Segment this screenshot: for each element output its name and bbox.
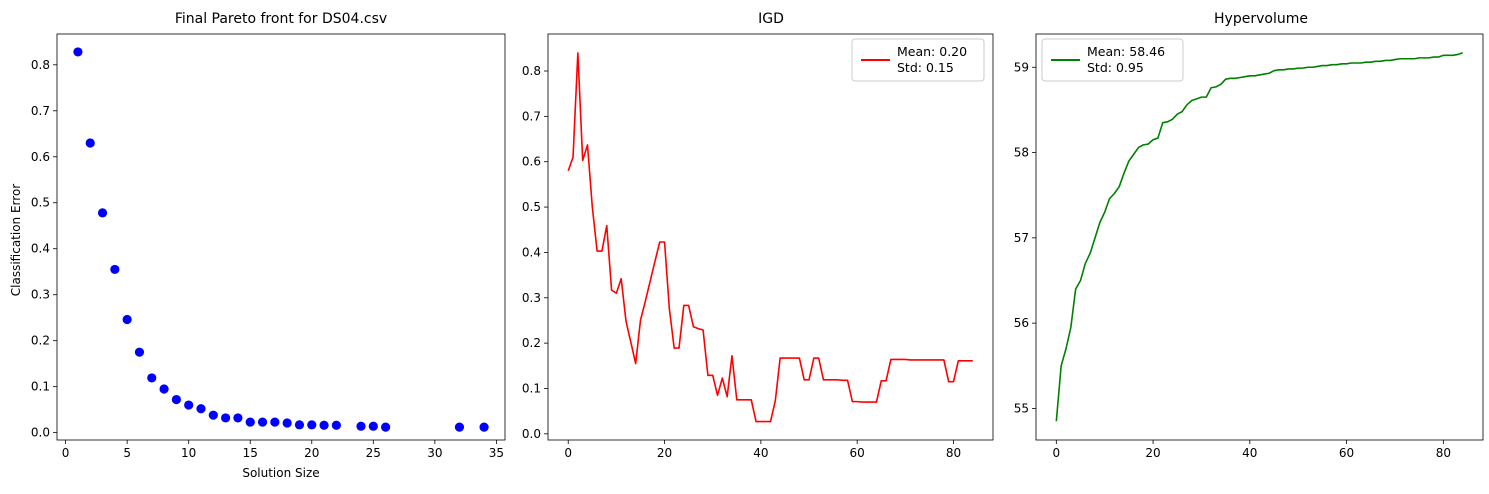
igd-chart-title: IGD xyxy=(758,11,784,27)
igd-x-tick-label: 60 xyxy=(850,446,865,460)
igd-y-tick-label: 0.6 xyxy=(522,155,541,169)
pareto-point xyxy=(85,138,95,148)
pareto-point xyxy=(294,420,305,430)
pareto-x-tick-label: 20 xyxy=(304,446,319,460)
igd-legend-std: Std: 0.15 xyxy=(897,60,954,75)
pareto-chart-title: Final Pareto front for DS04.csv xyxy=(175,11,387,27)
pareto-y-axis-label: Classification Error xyxy=(9,184,23,297)
pareto-point xyxy=(282,418,292,428)
pareto-y-tick-label: 0.8 xyxy=(31,58,50,72)
pareto-point xyxy=(221,413,231,423)
pareto-x-tick-label: 15 xyxy=(243,446,258,460)
igd-x-tick-label: 40 xyxy=(753,446,768,460)
pareto-y-tick-label: 0.7 xyxy=(31,104,50,118)
pareto-point xyxy=(233,413,243,423)
igd-y-tick-label: 0.8 xyxy=(522,64,541,78)
hypervolume-x-tick-label: 0 xyxy=(1052,446,1060,460)
hypervolume-legend-box xyxy=(1041,38,1184,82)
pareto-point xyxy=(110,264,120,275)
igd-axes: 0 20 40 60 80 0.0 0.1 0.2 0.3 0.4 0.5 0.6 0.7 0.8 xyxy=(522,33,994,460)
hypervolume-x-tick-label: 80 xyxy=(1436,446,1451,460)
pareto-point xyxy=(307,420,317,430)
hypervolume-marks xyxy=(1055,52,1463,422)
igd-y-tick-label: 0.4 xyxy=(522,245,541,259)
pareto-point xyxy=(331,420,341,430)
igd-legend: Mean: 0.20 Std: 0.15 xyxy=(851,38,985,82)
igd-legend-box xyxy=(851,38,985,82)
igd-y-tick-label: 0.0 xyxy=(522,427,541,441)
pareto-point xyxy=(171,394,181,405)
pareto-point xyxy=(319,420,329,430)
pareto-x-tick-label: 30 xyxy=(427,446,442,460)
pareto-front-panel: Final Pareto front for DS04.csv Solution… xyxy=(9,11,506,480)
pareto-x-axis-label: Solution Size xyxy=(242,466,319,480)
pareto-point xyxy=(184,400,194,410)
pareto-axes: 0 5 10 15 20 25 30 35 0.0 0.1 0.2 0.3 0.4 0.5 0.6 0.7 0.… xyxy=(31,33,506,460)
igd-panel: IGD 0 20 40 60 80 0.0 0.1 0.2 0.3 0.4 0.5 0.6 0.7 0.8… xyxy=(522,11,994,460)
hypervolume-series-line xyxy=(1055,52,1463,422)
pareto-point xyxy=(122,314,132,325)
hypervolume-legend: Mean: 58.46 Std: 0.95 xyxy=(1041,38,1184,82)
pareto-point xyxy=(159,384,169,394)
pareto-y-tick-label: 0.4 xyxy=(31,242,50,256)
pareto-point xyxy=(270,417,280,427)
pareto-x-tick-label: 5 xyxy=(123,446,131,460)
igd-plot-frame xyxy=(547,33,994,441)
pareto-x-tick-label: 0 xyxy=(62,446,70,460)
pareto-marks xyxy=(73,47,489,432)
pareto-point xyxy=(196,404,206,414)
pareto-x-tick-label: 25 xyxy=(366,446,381,460)
pareto-plot-frame xyxy=(56,33,506,441)
pareto-point xyxy=(208,410,218,420)
pareto-y-tick-label: 0.1 xyxy=(31,380,50,394)
pareto-point xyxy=(257,417,268,427)
hypervolume-legend-std: Std: 0.95 xyxy=(1087,60,1144,75)
hypervolume-y-tick-label: 57 xyxy=(1014,231,1029,245)
pareto-point xyxy=(454,422,465,432)
pareto-y-tick-label: 0.5 xyxy=(31,196,50,210)
pareto-y-tick-label: 0.6 xyxy=(31,150,50,164)
pareto-x-tick-label: 10 xyxy=(181,446,196,460)
igd-x-tick-label: 20 xyxy=(657,446,672,460)
pareto-point xyxy=(245,417,255,427)
hypervolume-y-tick-label: 58 xyxy=(1014,146,1029,160)
igd-y-tick-label: 0.7 xyxy=(522,109,541,123)
igd-series-line xyxy=(567,52,973,423)
igd-marks xyxy=(567,52,973,423)
pareto-y-tick-label: 0.0 xyxy=(31,426,50,440)
hypervolume-x-tick-label: 40 xyxy=(1242,446,1257,460)
igd-legend-mean: Mean: 0.20 xyxy=(897,44,967,59)
igd-y-tick-label: 0.2 xyxy=(522,336,541,350)
hypervolume-axes: 0 20 40 60 80 55 56 57 58 59 xyxy=(1014,33,1484,460)
pareto-point xyxy=(368,421,378,431)
pareto-point xyxy=(479,422,489,432)
igd-y-tick-label: 0.5 xyxy=(522,200,541,214)
hypervolume-plot-frame xyxy=(1035,33,1484,441)
hypervolume-y-tick-label: 56 xyxy=(1014,316,1029,330)
hypervolume-chart-title: Hypervolume xyxy=(1214,11,1308,27)
hypervolume-x-tick-label: 20 xyxy=(1145,446,1160,460)
pareto-point xyxy=(97,208,108,218)
igd-y-tick-label: 0.3 xyxy=(522,291,541,305)
hypervolume-y-tick-label: 55 xyxy=(1014,401,1029,415)
pareto-y-tick-label: 0.2 xyxy=(31,334,50,348)
hypervolume-x-tick-label: 60 xyxy=(1339,446,1354,460)
pareto-point xyxy=(147,373,157,383)
pareto-point xyxy=(73,47,83,57)
pareto-point xyxy=(134,347,145,357)
hypervolume-panel: Hypervolume 0 20 40 60 80 55 56 57 58 59 Mean: 58… xyxy=(1014,11,1484,460)
pareto-point xyxy=(381,422,391,432)
hypervolume-legend-mean: Mean: 58.46 xyxy=(1087,44,1165,59)
hypervolume-y-tick-label: 59 xyxy=(1014,60,1029,74)
igd-x-tick-label: 0 xyxy=(564,446,572,460)
pareto-x-tick-label: 35 xyxy=(489,446,504,460)
igd-x-tick-label: 80 xyxy=(946,446,961,460)
igd-y-tick-label: 0.1 xyxy=(522,381,541,395)
pareto-point xyxy=(356,421,366,431)
pareto-y-tick-label: 0.3 xyxy=(31,288,50,302)
